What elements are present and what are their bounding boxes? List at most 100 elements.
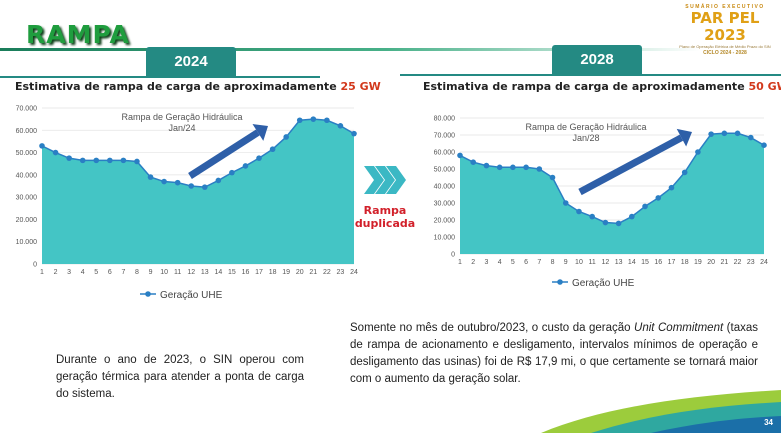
data-point	[242, 163, 249, 169]
data-point	[589, 213, 595, 220]
data-point	[283, 134, 289, 140]
chart-title-2024: Estimativa de rampa de carga de aproxima…	[15, 80, 381, 93]
data-point	[721, 130, 728, 137]
chart-title-highlight: 50 GW	[748, 80, 781, 93]
data-point	[66, 155, 72, 161]
y-tick-label: 20.000	[16, 217, 38, 224]
chart-title-highlight: 25 GW	[340, 80, 381, 93]
x-tick-label: 5	[94, 269, 98, 276]
x-tick-label: 11	[174, 269, 181, 276]
x-tick-label: 18	[269, 269, 277, 276]
data-point	[536, 166, 543, 172]
data-point	[496, 164, 503, 171]
data-point	[93, 157, 100, 164]
chevron-arrows-icon	[364, 166, 406, 194]
annotation-text: Rampa de Geração Hidráulica	[121, 112, 242, 122]
x-tick-label: 21	[720, 259, 728, 266]
y-tick-label: 20.000	[434, 218, 456, 225]
text-part: Somente no mês de outubro/2023, o custo …	[350, 322, 635, 334]
data-point	[269, 146, 276, 153]
ramp-arrow-head	[676, 128, 692, 147]
data-point	[523, 164, 529, 171]
legend-label: Geração UHE	[572, 278, 635, 289]
x-tick-label: 19	[694, 259, 702, 266]
chart-2028: 0 10.000 20.000 30.000 40.000 50.000 60.000 70.…	[434, 116, 768, 290]
logo-description: Plano de Operação Elétrica de Médio Praz…	[679, 44, 771, 49]
text-2023-thermal: Durante o ano de 2023, o SIN operou com …	[56, 354, 304, 400]
x-tick-label: 16	[242, 269, 250, 276]
x-tick-label: 22	[734, 259, 742, 266]
y-tick-label: 0	[33, 262, 37, 269]
data-point	[642, 203, 648, 210]
year-tab-2028: 2028	[552, 45, 642, 75]
area-fill	[42, 119, 354, 264]
data-point	[457, 152, 463, 159]
x-tick-label: 9	[149, 269, 153, 276]
text-unit-commitment: Somente no mês de outubro/2023, o custo …	[350, 320, 758, 388]
data-point	[107, 157, 113, 164]
x-tick-label: 9	[564, 259, 568, 266]
logo-name: PAR PEL 2023	[690, 9, 760, 44]
y-tick-label: 40.000	[434, 184, 456, 191]
x-tick-label: 6	[524, 259, 528, 266]
text-italic: Unit Commitment	[634, 322, 724, 334]
x-tick-label: 23	[747, 259, 755, 266]
data-point	[134, 158, 140, 165]
x-tick-label: 14	[214, 269, 222, 276]
x-tick-label: 17	[255, 269, 263, 276]
annotation-text: Rampa de Geração Hidráulica	[525, 122, 646, 132]
data-point	[668, 184, 675, 191]
data-point	[324, 117, 330, 124]
title-underline	[0, 48, 700, 51]
data-point	[681, 169, 688, 176]
x-tick-label: 6	[108, 269, 112, 276]
footer-wave-decoration	[541, 390, 781, 433]
data-point	[708, 131, 714, 137]
ramp-arrow-shaft	[578, 134, 684, 196]
year-tab-2024: 2024	[146, 47, 236, 77]
x-tick-label: 15	[641, 259, 649, 266]
panel-divider-left	[0, 76, 320, 78]
x-tick-label: 1	[40, 269, 44, 276]
data-point	[761, 142, 767, 148]
x-tick-label: 19	[282, 269, 290, 276]
data-point	[734, 130, 741, 137]
data-point	[215, 177, 222, 184]
chart-title-text: Estimativa de rampa de carga de aproxima…	[15, 80, 341, 93]
y-tick-label: 0	[451, 252, 455, 259]
x-tick-label: 12	[187, 269, 195, 276]
x-tick-label: 3	[484, 259, 488, 266]
ramp-arrow-head	[252, 124, 268, 141]
x-tick-label: 14	[628, 259, 636, 266]
x-tick-label: 17	[668, 259, 676, 266]
x-tick-label: 2	[54, 269, 58, 276]
x-tick-label: 22	[323, 269, 331, 276]
data-point	[337, 123, 344, 129]
data-point	[483, 162, 490, 169]
text-part: (taxas de rampa de acionamento e desliga…	[350, 322, 759, 385]
x-tick-label: 24	[760, 259, 768, 266]
x-tick-label: 10	[575, 259, 583, 266]
legend-marker	[145, 291, 151, 297]
data-point	[549, 174, 556, 181]
data-point	[256, 155, 262, 161]
data-point	[52, 149, 59, 156]
data-point	[629, 213, 635, 220]
x-tick-label: 4	[81, 269, 85, 276]
y-tick-label: 10.000	[434, 235, 456, 242]
x-tick-label: 13	[201, 269, 209, 276]
x-tick-label: 23	[337, 269, 345, 276]
data-point	[79, 157, 86, 164]
y-tick-label: 70.000	[16, 106, 38, 113]
ramp-doubled-label: Rampa duplicada	[350, 204, 420, 230]
data-point	[147, 174, 154, 180]
annotation-text: Jan/28	[572, 133, 599, 143]
y-tick-label: 10.000	[16, 239, 38, 246]
x-tick-label: 5	[511, 259, 515, 266]
data-point	[310, 116, 317, 122]
x-tick-label: 20	[296, 269, 304, 276]
x-tick-label: 18	[681, 259, 689, 266]
panel-divider-right	[400, 74, 781, 76]
x-tick-label: 4	[498, 259, 502, 266]
page-number: 34	[764, 418, 773, 427]
